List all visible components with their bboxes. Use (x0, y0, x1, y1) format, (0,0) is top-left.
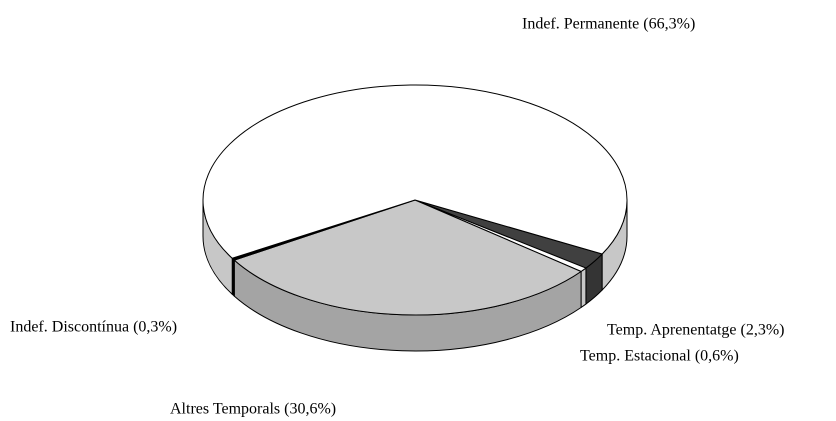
slice-side (580, 267, 587, 308)
slice-label: Temp. Estacional (0,6%) (580, 348, 739, 365)
slice-label: Indef. Discontínua (0,3%) (10, 319, 177, 336)
slice-label: Indef. Permanente (66,3%) (522, 16, 695, 33)
slice (233, 199, 582, 316)
slice-label: Altres Temporals (30,6%) (170, 401, 336, 418)
slice-label: Temp. Aprenentatge (2,3%) (607, 322, 784, 339)
slice (202, 84, 628, 259)
